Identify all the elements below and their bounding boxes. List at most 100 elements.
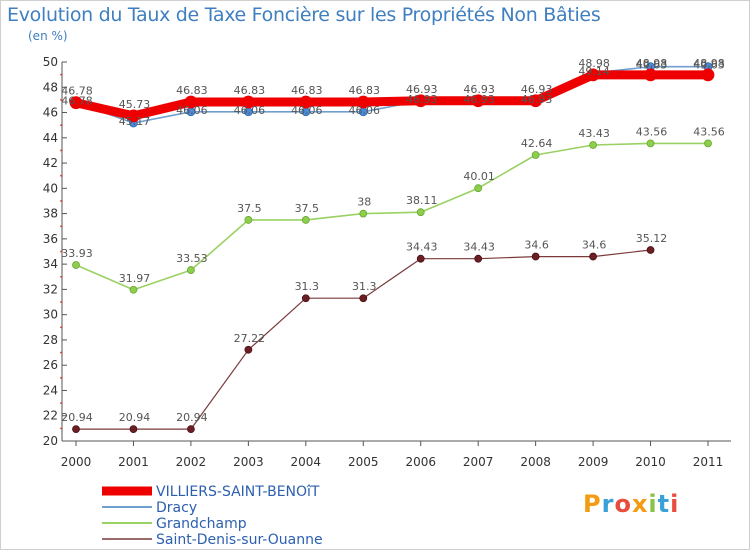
y-tick-label: 28 <box>43 333 58 347</box>
data-label: 34.6 <box>582 239 607 252</box>
y-minor-tick <box>60 326 62 329</box>
data-point <box>589 141 597 149</box>
data-label: 38.11 <box>406 194 438 207</box>
data-label: 49.63 <box>693 59 725 72</box>
data-label: 49.63 <box>636 59 668 72</box>
y-minor-tick <box>60 73 62 76</box>
data-point <box>184 95 198 109</box>
data-point <box>586 68 600 82</box>
y-tick-label: 42 <box>43 156 58 170</box>
data-label: 46.93 <box>463 93 495 106</box>
y-minor-tick <box>60 301 62 303</box>
y-minor-tick <box>60 250 62 253</box>
x-tick-label: 2009 <box>578 455 609 469</box>
x-tick-label: 2005 <box>348 455 379 469</box>
x-tick-label: 2008 <box>520 455 551 469</box>
series-line <box>71 70 713 121</box>
x-tick-label: 2000 <box>61 455 92 469</box>
legend-label: Saint-Denis-sur-Ouanne <box>156 532 323 548</box>
x-tick-label: 2010 <box>635 455 666 469</box>
data-label: 31.3 <box>295 280 320 293</box>
y-minor-tick <box>60 225 62 228</box>
x-tick-label: 2004 <box>291 455 322 469</box>
data-label: 46.93 <box>406 83 438 96</box>
data-point <box>301 294 310 303</box>
data-point <box>646 139 655 148</box>
data-point <box>359 209 368 218</box>
data-point <box>474 254 483 263</box>
data-label: 43.56 <box>693 125 725 138</box>
data-label: 46.06 <box>176 104 208 117</box>
y-tick-label: 48 <box>43 80 58 94</box>
y-tick-label: 50 <box>43 55 58 69</box>
y-minor-tick <box>60 351 62 354</box>
data-point <box>359 294 368 303</box>
data-label: 46.06 <box>291 104 323 117</box>
data-point <box>416 254 425 263</box>
data-label: 48.98 <box>578 57 610 70</box>
x-tick-label: 2011 <box>693 455 724 469</box>
data-point <box>471 94 485 108</box>
data-label: 45.17 <box>119 115 151 128</box>
data-label: 38 <box>357 196 371 209</box>
data-point <box>129 285 138 294</box>
data-label: 46.93 <box>521 93 553 106</box>
data-label: 46.93 <box>406 93 438 106</box>
data-point <box>72 261 80 269</box>
data-point <box>301 216 310 224</box>
data-label: 34.6 <box>524 239 549 252</box>
data-label: 27.22 <box>234 332 266 345</box>
data-label: 43.56 <box>636 125 668 138</box>
y-tick-label: 40 <box>43 181 58 195</box>
proxiti-logo: Proxiti <box>583 490 680 518</box>
data-point <box>241 95 255 109</box>
data-label: 45.73 <box>119 98 151 111</box>
legend-label: Dracy <box>156 500 197 516</box>
y-tick-label: 26 <box>43 358 58 372</box>
data-label: 20.94 <box>61 411 93 424</box>
y-tick-label: 32 <box>43 282 58 296</box>
y-tick-label: 36 <box>43 232 58 246</box>
x-tick-label: 2002 <box>176 455 207 469</box>
data-label: 33.93 <box>61 247 93 260</box>
data-label: 46.93 <box>521 83 553 96</box>
data-label: 46.93 <box>463 83 495 96</box>
data-label: 31.97 <box>119 272 151 285</box>
data-point <box>646 246 655 254</box>
data-point <box>244 345 253 354</box>
data-label: 33.53 <box>176 252 208 265</box>
y-tick-label: 20 <box>43 434 58 448</box>
data-label: 35.12 <box>636 232 668 245</box>
y-tick-label: 46 <box>43 106 58 120</box>
data-point <box>187 425 195 434</box>
data-label: 48.98 <box>636 57 668 70</box>
data-point <box>701 68 715 82</box>
data-point <box>187 266 195 274</box>
data-label: 46.06 <box>234 104 266 117</box>
data-label: 46.06 <box>349 104 381 117</box>
data-label: 46.83 <box>176 84 208 97</box>
data-label: 46.78 <box>61 95 93 108</box>
y-tick-label: 24 <box>43 383 58 397</box>
data-point <box>529 94 543 108</box>
data-label: 34.43 <box>463 241 495 254</box>
data-label: 46.83 <box>291 84 323 97</box>
y-tick-label: 38 <box>43 207 58 221</box>
y-minor-tick <box>60 200 62 202</box>
x-tick-label: 2007 <box>463 455 494 469</box>
data-point <box>531 151 540 159</box>
data-point <box>356 95 370 109</box>
data-label: 46.83 <box>349 84 381 97</box>
x-tick-label: 2001 <box>118 455 149 469</box>
data-point <box>127 109 140 123</box>
legend-label: Grandchamp <box>156 516 247 532</box>
data-point <box>474 184 483 193</box>
data-label: 20.94 <box>176 411 208 424</box>
data-label: 43.43 <box>578 127 610 140</box>
series-line <box>75 142 709 291</box>
y-tick-label: 30 <box>43 308 58 322</box>
data-label: 46.78 <box>61 85 93 98</box>
x-tick-label: 2006 <box>405 455 436 469</box>
